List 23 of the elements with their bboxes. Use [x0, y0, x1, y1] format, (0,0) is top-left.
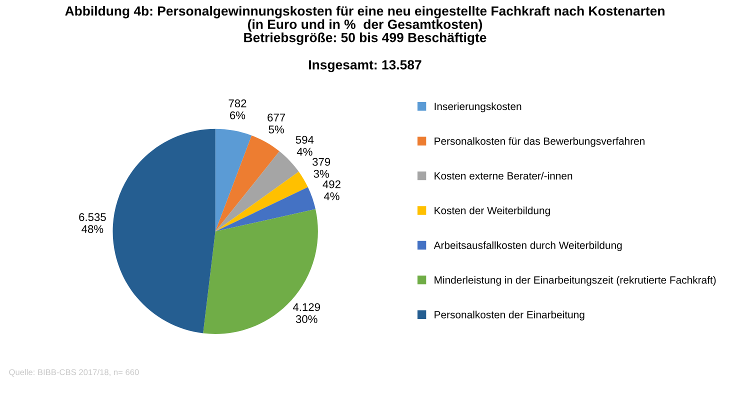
legend-label: Personalkosten für das Bewerbungsverfahren	[434, 137, 644, 147]
chart-subtitle: Insgesamt: 13.587	[309, 60, 422, 72]
legend-label: Kosten externe Berater/-innen	[434, 172, 572, 180]
pie-slice	[112, 128, 216, 334]
data-label: 4.129 30%	[292, 303, 320, 324]
data-label: 782 6%	[228, 99, 246, 120]
chart-title: Abbildung 4b: Personalgewinnungskosten für eine neu eingestellte Fachkraft nach Kostenarten (in Euro und in % der Gesamtkosten) Betriebsgröße: 50 bis 499 Beschäftigte	[65, 6, 664, 45]
pie-slice	[215, 151, 299, 232]
data-label: 594 4%	[296, 136, 314, 156]
legend-label: Arbeitsausfallkosten durch Weiterbildung	[434, 241, 622, 252]
pie-slice	[215, 128, 252, 232]
pie-slice	[215, 135, 280, 232]
data-label: 6.535 48%	[79, 213, 106, 234]
data-label: 379 3%	[312, 158, 330, 178]
pie-slice	[203, 209, 318, 334]
pie-slice	[215, 187, 316, 232]
legend-label: Kosten der Weiterbildung	[434, 206, 550, 216]
pie-slice	[215, 172, 308, 232]
legend-label: Inserierungskosten	[434, 102, 522, 112]
legend-label: Personalkosten der Einarbeitung	[434, 310, 584, 320]
legend-label: Minderleistung in der Einarbeitungszeit (rekrutierte Fachkraft)	[434, 276, 716, 286]
data-label: 677 5%	[268, 114, 286, 134]
data-label: 492 4%	[322, 180, 340, 200]
